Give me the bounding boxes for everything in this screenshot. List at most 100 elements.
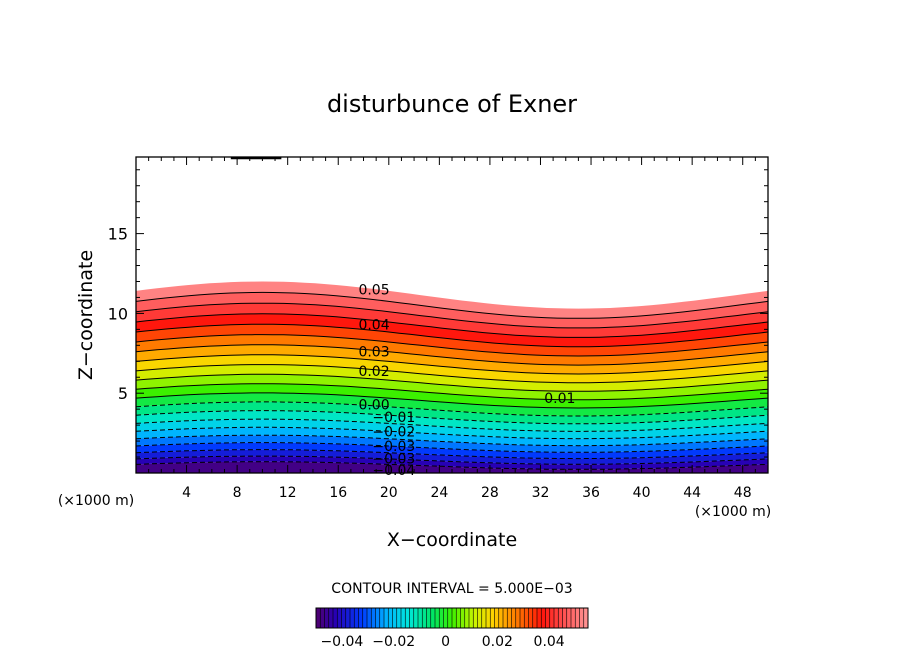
contour-band xyxy=(136,354,768,383)
colorbar-cell xyxy=(490,608,495,628)
colorbar-frame xyxy=(315,607,589,629)
colorbar-cell xyxy=(511,608,517,628)
x-tick-labels: 4 8 12 16 20 24 28 32 36 40 44 48 xyxy=(182,485,752,501)
colorbar-tick-label: 0 xyxy=(441,634,450,650)
colorbar-cell xyxy=(477,608,483,628)
colorbar-cell xyxy=(473,608,478,628)
x-tick-label: 24 xyxy=(430,485,448,501)
x-tick-label: 44 xyxy=(683,485,701,501)
contour-band xyxy=(136,449,768,465)
contour-band xyxy=(136,292,768,328)
colorbar-tick-label: −0.02 xyxy=(372,634,415,650)
contour-label: 0.01 xyxy=(544,391,575,407)
x-tick-label: 48 xyxy=(734,485,752,501)
x-tick-label: 32 xyxy=(532,485,550,501)
contour-line xyxy=(136,434,768,447)
contour-line xyxy=(136,364,768,384)
colorbar-cell xyxy=(371,608,376,628)
colorbar-tick-label: 0.02 xyxy=(482,634,513,650)
colorbar-cell xyxy=(554,608,559,628)
contour-label: −0.01 xyxy=(372,410,415,426)
x-tick-label: 28 xyxy=(481,485,499,501)
contour-line xyxy=(136,383,768,401)
colorbar-cell xyxy=(515,608,521,628)
contour-line xyxy=(136,455,768,465)
contour-line xyxy=(136,291,768,319)
colorbar-tick-label: −0.04 xyxy=(320,634,363,650)
colorbar-cell xyxy=(435,608,440,628)
contour-band xyxy=(136,435,768,453)
contour-band xyxy=(136,392,768,416)
colorbar-cell xyxy=(528,608,534,628)
contour-band xyxy=(136,334,768,366)
colorbar-cell xyxy=(456,608,461,628)
colorbar-cell xyxy=(418,608,423,628)
colorbar-cell xyxy=(532,608,538,628)
colorbar-cell xyxy=(545,608,551,628)
contour-label: 0.00 xyxy=(358,397,389,413)
colorbar-cell xyxy=(384,608,389,628)
x-tick-label: 36 xyxy=(582,485,600,501)
contour-line xyxy=(136,461,768,470)
contour-line xyxy=(136,426,768,440)
x-unit-left: (×1000 m) xyxy=(58,493,134,509)
colorbar-cell xyxy=(354,608,359,628)
contour-band xyxy=(136,344,768,374)
contour-line xyxy=(136,392,768,409)
colorbar-cell xyxy=(537,608,542,628)
x-tick-label: 4 xyxy=(182,485,191,501)
colorbar-tick-label: 0.04 xyxy=(534,634,565,650)
x-axis-label: X−coordinate xyxy=(387,529,517,551)
y-tick-label: 10 xyxy=(108,304,128,323)
colorbar-cell xyxy=(405,608,410,628)
colorbar-cell xyxy=(333,608,338,628)
contour-label: −0.03 xyxy=(372,452,415,468)
contour-band xyxy=(136,410,768,432)
colorbar-cell xyxy=(566,608,572,628)
colorbar-cells xyxy=(315,608,589,628)
contour-line xyxy=(136,344,768,366)
y-tick-labels: 5 10 15 xyxy=(108,225,128,404)
colorbar-cell xyxy=(409,608,415,628)
contour-line xyxy=(136,410,768,425)
colorbar-cell xyxy=(549,608,555,628)
contour-labels: 0.050.040.030.020.010.00−0.01−0.02−0.03−… xyxy=(358,282,575,478)
contour-line xyxy=(136,302,768,329)
colorbar-cell xyxy=(337,608,342,628)
colorbar-cell xyxy=(350,608,355,628)
colorbar-cell xyxy=(328,608,334,628)
contour-band xyxy=(136,461,768,473)
contour-line xyxy=(136,442,768,453)
colorbar-cell xyxy=(316,608,321,628)
colorbar-cell xyxy=(443,608,449,628)
colorbar-cell xyxy=(507,608,512,628)
colorbar-cell xyxy=(324,608,330,628)
colorbar-cell xyxy=(558,608,563,628)
colorbar-cell xyxy=(422,608,427,628)
contour-band xyxy=(136,427,768,446)
colorbar-cell xyxy=(583,608,589,628)
contour-label: 0.04 xyxy=(358,318,389,334)
contour-fill xyxy=(136,281,768,473)
x-tick-label: 40 xyxy=(633,485,651,501)
contour-label: −0.03 xyxy=(372,439,415,455)
colorbar-cell xyxy=(452,608,457,628)
contour-label: 0.02 xyxy=(358,364,389,380)
x-tick-label: 8 xyxy=(233,485,242,501)
colorbar-cell xyxy=(388,608,393,628)
y-axis-label: Z−coordinate xyxy=(75,250,97,380)
colorbar-cell xyxy=(358,608,364,628)
contour-band xyxy=(136,324,768,356)
contour-band xyxy=(136,401,768,424)
contour-band xyxy=(136,281,768,319)
colorbar-cell xyxy=(562,608,568,628)
colorbar-cell xyxy=(375,608,381,628)
contour-band xyxy=(136,374,768,400)
colorbar-cell xyxy=(439,608,444,628)
contour-line xyxy=(136,313,768,338)
colorbar-cell xyxy=(362,608,368,628)
colorbar-cell xyxy=(464,608,470,628)
colorbar-cell xyxy=(401,608,406,628)
contour-lines xyxy=(136,157,768,470)
